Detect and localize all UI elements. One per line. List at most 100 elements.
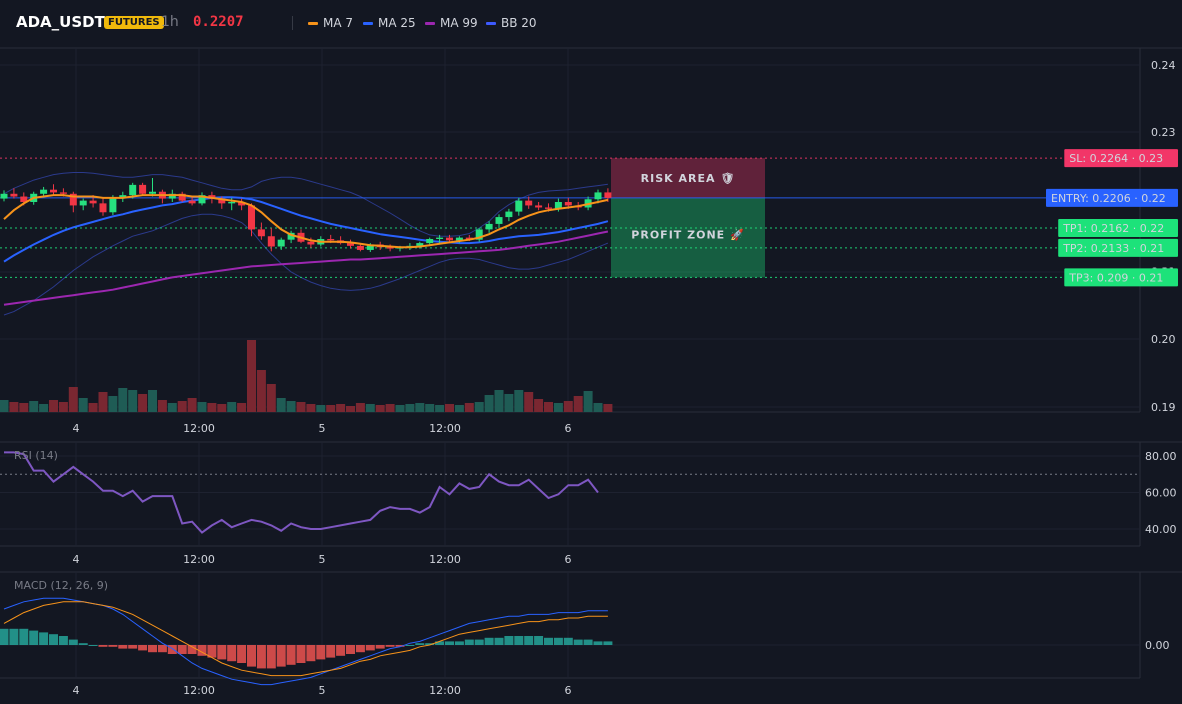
time-tick-label: 5 (319, 684, 326, 697)
time-tick-label: 12:00 (183, 422, 215, 435)
time-tick-label: 12:00 (429, 684, 461, 697)
macd-hist-bar (326, 645, 336, 658)
volume-bar (504, 394, 514, 412)
price-tick-label: 0.20 (1151, 333, 1176, 346)
candle-body (366, 244, 374, 250)
candle-body (89, 200, 97, 204)
profit-zone (611, 197, 765, 278)
rsi-line (4, 451, 599, 534)
macd-hist-bar (49, 634, 58, 645)
volume-bar (484, 395, 494, 412)
candle-body (69, 193, 77, 206)
timeframe-selector[interactable]: 1h (161, 14, 179, 30)
legend-ma7-swatch (308, 22, 318, 25)
candle-body (426, 238, 434, 244)
candle-body (416, 243, 424, 246)
macd-hist-bar (524, 636, 534, 645)
rsi-tick-label: 60.00 (1145, 487, 1177, 500)
volume-bar (98, 392, 108, 412)
macd-hist-bar (108, 645, 118, 647)
macd-hist-bar (19, 628, 29, 645)
candle-body (535, 205, 543, 208)
volume-bar (0, 400, 9, 412)
macd-hist-bar (514, 636, 524, 645)
macd-hist-bar (128, 645, 138, 649)
macd-hist-bar (504, 636, 514, 645)
futures-badge: FUTURES (104, 16, 164, 29)
candle-body (525, 200, 533, 206)
volume-bar (544, 402, 553, 412)
candle-body (79, 200, 87, 206)
candle-body (347, 243, 354, 246)
volume-bar (187, 398, 197, 412)
macd-hist-bar (563, 637, 573, 645)
candle-body (307, 241, 315, 245)
macd-hist-bar (454, 641, 464, 645)
macd-hist-bar (425, 643, 435, 645)
macd-hist-bar (405, 645, 415, 646)
time-tick-label: 12:00 (183, 684, 215, 697)
volume-bar (583, 391, 593, 412)
ma7-line (3, 194, 609, 249)
level-tag-label: SL: 0.2264 · 0.23 (1069, 152, 1163, 165)
level-tag (1046, 188, 1178, 207)
volume-bar (385, 404, 395, 412)
macd-hist-bar (296, 645, 306, 663)
candle-body (554, 202, 562, 209)
candle-body (446, 237, 453, 241)
macd-hist-bar (365, 645, 375, 651)
level-tag-label: TP1: 0.2162 · 0.22 (1062, 222, 1164, 235)
time-tick-label: 12:00 (183, 553, 215, 566)
macd-hist-bar (316, 645, 326, 660)
candle-body (119, 195, 127, 199)
volume-bar (256, 370, 266, 412)
risk-area-label: RISK AREA 🛡 (641, 172, 736, 185)
macd-hist-bar (553, 637, 563, 645)
profit-zone-label: PROFIT ZONE 🚀 (631, 229, 744, 242)
time-tick-label: 12:00 (429, 553, 461, 566)
volume-bar (454, 405, 464, 412)
macd-hist-bar (237, 645, 247, 663)
macd-hist-bar (68, 639, 78, 645)
volume-bar (316, 405, 326, 412)
candle-body (465, 237, 473, 240)
volume-bar (29, 401, 39, 412)
macd-hist-bar (98, 645, 108, 647)
symbol-name[interactable]: ADA_USDT (16, 13, 105, 31)
ma25-line (3, 196, 609, 263)
level-tag (1058, 219, 1178, 238)
volume-bar (563, 401, 573, 412)
volume-bar (494, 390, 504, 412)
macd-hist-bar (484, 637, 494, 645)
volume-bar (474, 402, 484, 412)
volume-bar (148, 390, 157, 412)
volume-bar (524, 392, 534, 412)
volume-bar (157, 400, 167, 412)
legend-bb20-label: BB 20 (501, 16, 537, 30)
candle-body (40, 189, 48, 194)
macd-hist-bar (306, 645, 316, 662)
ma99-line (3, 230, 609, 306)
legend-ma7[interactable]: MA 7 (308, 16, 353, 30)
legend-ma25-label: MA 25 (378, 16, 416, 30)
candle-body (257, 229, 265, 237)
macd-hist-bar (603, 641, 613, 645)
candle-body (545, 207, 552, 209)
legend-bb20[interactable]: BB 20 (486, 16, 537, 30)
legend-ma99[interactable]: MA 99 (425, 16, 478, 30)
volume-bar (336, 404, 346, 412)
macd-hist-bar (336, 645, 346, 656)
legend-ma25[interactable]: MA 25 (363, 16, 416, 30)
candle-body (436, 237, 444, 239)
time-tick-label: 5 (319, 422, 326, 435)
candle-body (59, 192, 67, 194)
candle-body (188, 200, 196, 204)
level-tag (1064, 149, 1178, 168)
volume-bar (237, 403, 247, 412)
volume-bar (534, 399, 544, 412)
macd-hist-bar (29, 630, 39, 645)
time-tick-label: 12:00 (429, 422, 461, 435)
volume-bar (405, 404, 415, 412)
macd-hist-bar (593, 641, 603, 645)
